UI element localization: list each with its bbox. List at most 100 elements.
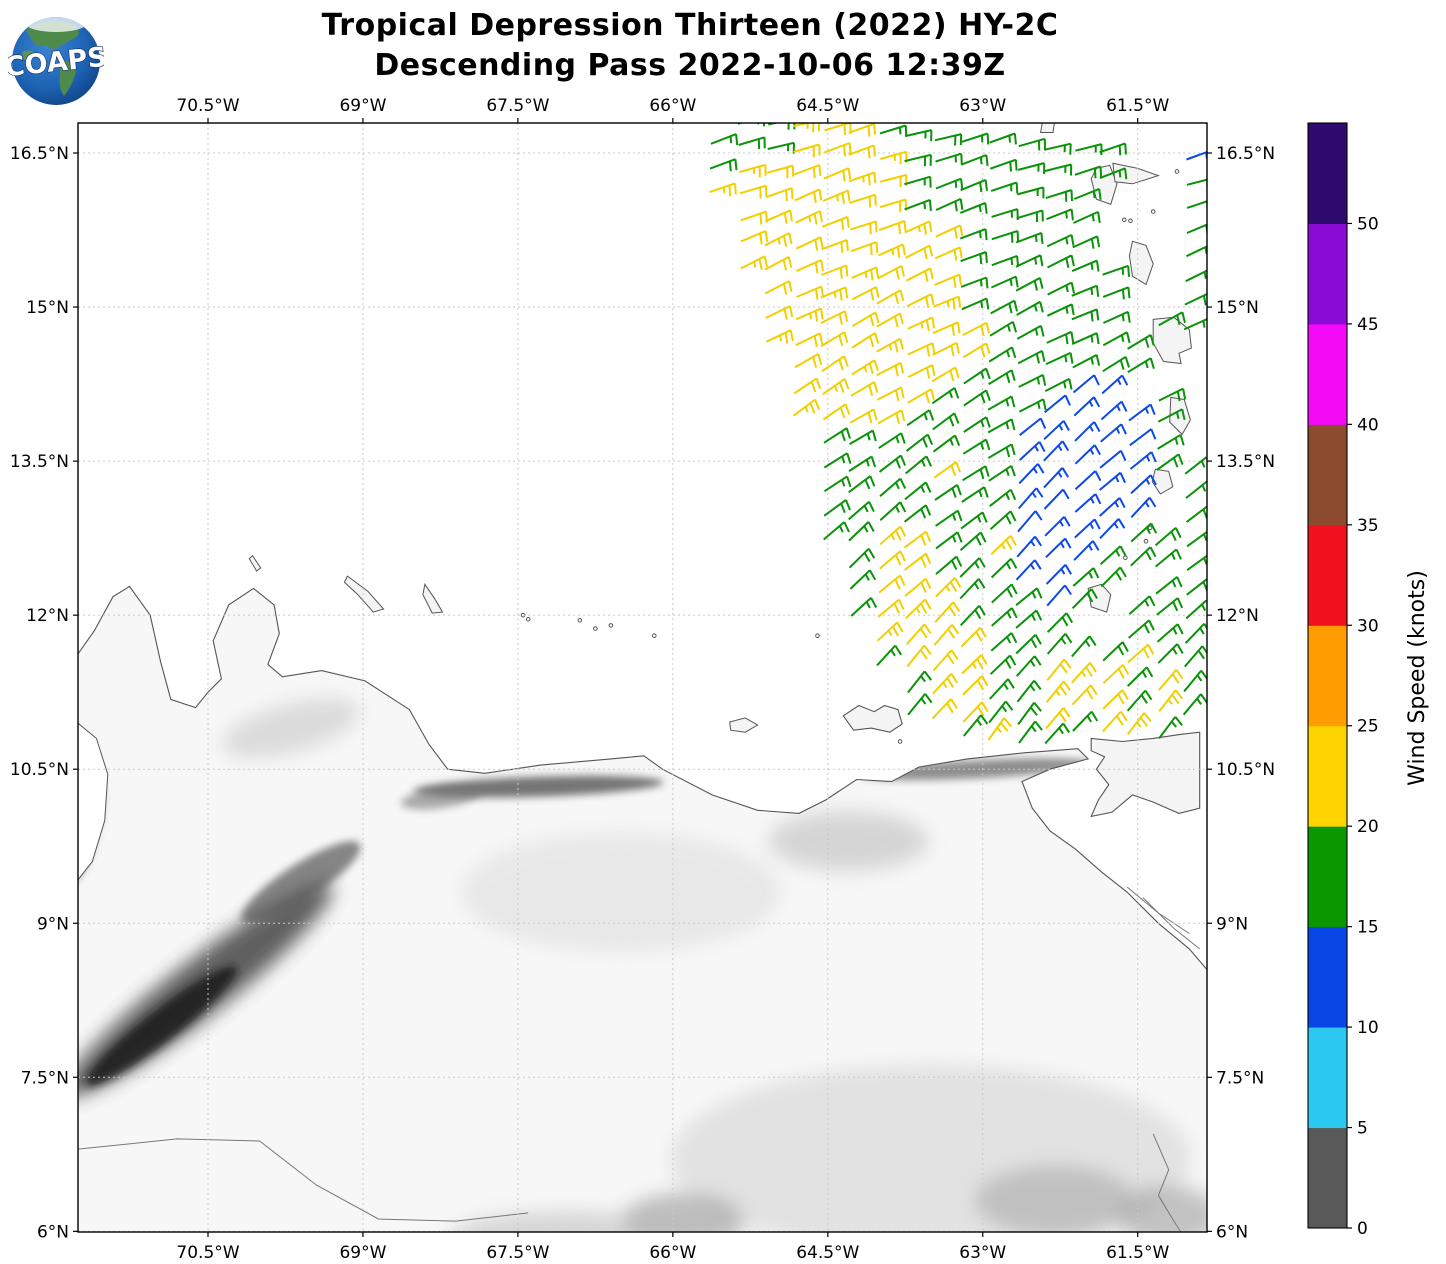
wind-barb: [1099, 471, 1127, 491]
wind-barb: [823, 427, 851, 444]
wind-barb: [987, 717, 1012, 741]
island-trinidad: [1090, 731, 1201, 818]
islet-dot: [1121, 217, 1127, 223]
wind-barb: [848, 144, 876, 159]
wind-barb: [1071, 259, 1100, 273]
wind-barb: [740, 210, 768, 225]
wind-barb: [931, 387, 960, 405]
wind-barb: [1043, 467, 1070, 489]
globe-continents: [22, 17, 86, 96]
wind-barb: [764, 280, 793, 295]
wind-barb: [1071, 284, 1100, 297]
colorbar-tick-label: 35: [1357, 516, 1379, 536]
lon-tick-label-top: 66°W: [649, 96, 696, 116]
island-grenada: [1087, 583, 1112, 613]
wind-barb: [932, 412, 960, 431]
wind-barb: [1045, 351, 1074, 366]
axis-ticks-and-labels: 70.5°W 70.5°W 69°W 69°W 67.5°W 67.5°W 66°W 66°W…: [10, 96, 1275, 1263]
wind-barb: [1129, 428, 1157, 447]
wind-barb: [848, 521, 875, 542]
wind-barb: [851, 266, 880, 281]
wind-barb: [990, 534, 1017, 556]
colorbar-label: Wind Speed (knots): [1405, 570, 1430, 786]
wind-barb: [903, 530, 932, 549]
wind-barb: [821, 239, 849, 254]
wind-barb: [934, 273, 962, 288]
wind-barb: [990, 275, 1019, 289]
wind-barb: [905, 433, 934, 452]
wind-barb: [1043, 394, 1071, 414]
colorbar-tick-label: 10: [1357, 1018, 1379, 1038]
wind-barb: [1130, 522, 1158, 543]
wind-barb: [1185, 269, 1207, 283]
wind-barb: [1158, 689, 1184, 713]
wind-barb: [1043, 488, 1070, 510]
lat-tick-label-right: 6°N: [1216, 1222, 1248, 1242]
wind-barb: [1185, 245, 1207, 258]
wind-barb: [959, 605, 986, 626]
wind-barb: [1072, 567, 1100, 587]
islet-dot: [1147, 525, 1153, 531]
wind-barb: [960, 251, 988, 265]
wind-barb: [1099, 449, 1127, 469]
wind-barb: [959, 531, 987, 551]
wind-barb: [1018, 137, 1046, 151]
wind-barb: [904, 220, 933, 235]
wind-barb: [961, 297, 990, 311]
wind-barb: [795, 210, 823, 225]
wind-barb: [1044, 142, 1072, 155]
wind-barb: [878, 432, 906, 449]
wind-barb: [1046, 612, 1074, 633]
wind-barb: [765, 305, 794, 320]
wind-barb: [960, 178, 988, 193]
wind-barb: [1127, 357, 1155, 374]
wind-barb: [1130, 496, 1157, 518]
wind-barb: [1184, 623, 1207, 644]
lon-tick-label-top: 64.5°W: [796, 96, 859, 116]
wind-barb: [823, 452, 852, 469]
island-margarita: [842, 704, 903, 733]
wind-barb: [794, 188, 823, 203]
wind-barb: [990, 632, 1018, 652]
wind-barb: [962, 342, 991, 359]
lon-tick-label-bottom: 66°W: [649, 1243, 696, 1263]
wind-barb: [1043, 420, 1070, 441]
wind-barb: [935, 509, 963, 527]
wind-barb: [823, 167, 852, 182]
wind-barb: [709, 158, 738, 172]
wind-barb: [1102, 663, 1130, 684]
wind-barb: [823, 142, 852, 157]
lon-tick-label-top: 63°W: [959, 96, 1006, 116]
wind-barb: [988, 346, 1017, 363]
wind-barb: [987, 418, 1016, 434]
terrain-blob: [623, 1193, 744, 1232]
wind-barb: [988, 464, 1016, 482]
wind-barb: [794, 353, 823, 369]
wind-barb: [962, 465, 990, 482]
wind-barb: [960, 626, 987, 648]
wind-barb: [879, 124, 908, 137]
wind-barb: [850, 241, 879, 256]
wind-barb: [765, 187, 794, 202]
wind-barb: [962, 701, 989, 723]
wind-barb: [823, 499, 851, 517]
wind-barb: [907, 388, 935, 404]
wind-barb: [851, 359, 879, 376]
wind-barb: [1099, 142, 1127, 156]
wind-barb: [1156, 623, 1184, 643]
lat-tick-label-right: 12°N: [1216, 606, 1259, 626]
wind-barb: [822, 403, 851, 421]
wind-barb: [1046, 303, 1075, 317]
wind-barb: [935, 576, 962, 598]
wind-barb: [849, 220, 878, 235]
wind-barb: [792, 398, 821, 417]
wind-barb: [905, 455, 933, 475]
wind-barb: [1127, 334, 1155, 350]
wind-barb: [904, 577, 932, 597]
wind-barb: [962, 438, 991, 455]
colorbar-tick-label: 25: [1357, 717, 1379, 737]
wind-barb: [1158, 716, 1183, 739]
wind-barb: [1186, 151, 1207, 161]
colorbar-segment: [1308, 826, 1347, 928]
wind-barb: [1016, 324, 1045, 340]
